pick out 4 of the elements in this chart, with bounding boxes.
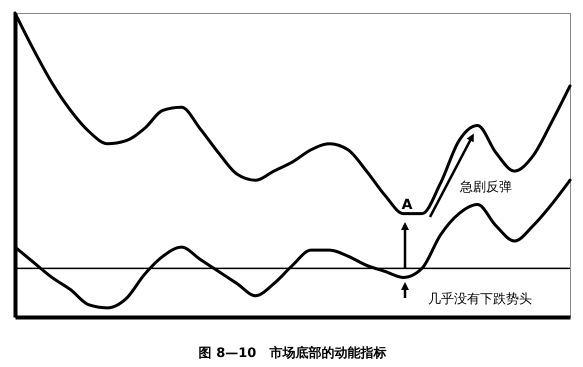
text: 图 8—10 市场底部的动能指标 bbox=[198, 345, 386, 361]
annotation: 几乎没有下跌势头 bbox=[428, 292, 532, 307]
annotation: 急剧反弹 bbox=[459, 180, 512, 195]
annotation: A bbox=[402, 197, 413, 213]
